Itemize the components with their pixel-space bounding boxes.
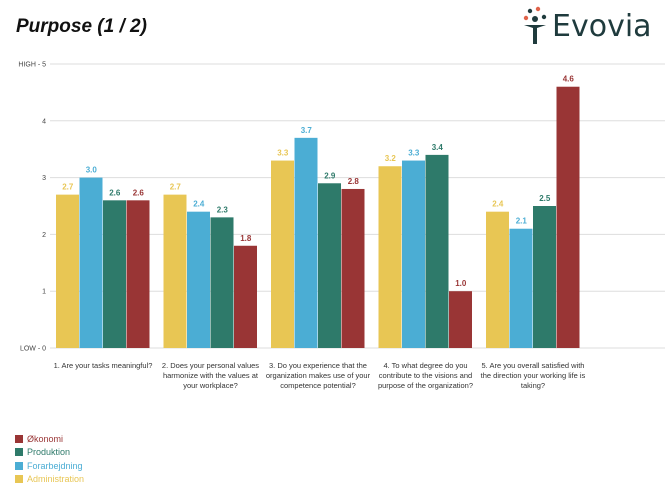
data-label: 3.3 (408, 149, 420, 158)
x-tick-label: 4. To what degree do you contribute to t… (377, 361, 474, 390)
legend-item[interactable]: Produktion (15, 446, 84, 460)
legend-item[interactable]: Økonomi (15, 432, 84, 446)
data-label: 2.9 (324, 171, 336, 180)
data-label: 3.0 (86, 166, 98, 175)
legend: Økonomi Produktion Forarbejdning Administra… (15, 432, 84, 486)
data-label: 3.2 (385, 154, 397, 163)
y-tick-label: 1 (42, 289, 46, 296)
data-label: 2.5 (539, 194, 551, 203)
bar (163, 194, 187, 348)
legend-label: Administration (27, 474, 85, 485)
data-label: 1.8 (240, 234, 252, 243)
legend-label: Forarbejdning (27, 460, 83, 471)
data-label: 2.1 (516, 217, 528, 226)
legend-label: Økonomi (27, 433, 64, 444)
bar (103, 200, 126, 348)
legend-swatch (15, 434, 23, 443)
x-tick-label: 5. Are you overall satisfied with the di… (480, 361, 586, 390)
legend-label: Produktion (27, 447, 71, 458)
bar (378, 166, 402, 348)
y-tick-label: HIGH - 5 (18, 62, 46, 69)
legend-swatch (15, 475, 23, 484)
logo: Evovia (522, 6, 652, 46)
data-label: 1.0 (455, 279, 467, 288)
x-tick-label: 1. Are your tasks meaningful? (53, 361, 153, 370)
y-tick-label: LOW - 0 (20, 346, 46, 353)
bar (449, 291, 472, 348)
bar (126, 200, 150, 348)
legend-item[interactable]: Forarbejdning (15, 459, 84, 473)
data-label: 3.7 (301, 126, 313, 135)
bar (210, 217, 234, 348)
bar (486, 211, 509, 348)
data-label: 2.8 (348, 177, 360, 186)
data-label: 2.7 (62, 183, 74, 192)
legend-swatch (15, 448, 23, 457)
bar (56, 194, 79, 348)
data-label: 2.6 (133, 188, 145, 197)
bar (556, 86, 580, 348)
y-tick-label: 2 (42, 232, 46, 239)
bar (234, 245, 257, 348)
bar (294, 137, 318, 348)
y-tick-label: 3 (42, 175, 46, 182)
data-label: 2.7 (170, 183, 182, 192)
logo-figure-icon (523, 6, 547, 44)
legend-item[interactable]: Administration (15, 473, 84, 487)
data-label: 3.4 (432, 143, 444, 152)
bar (187, 211, 210, 348)
bar (341, 188, 365, 348)
x-tick-label: 2. Does your personal values harmonize w… (161, 361, 260, 390)
bar (509, 228, 533, 348)
data-label: 3.3 (277, 149, 289, 158)
data-label: 2.4 (193, 200, 205, 209)
logo-text: Evovia (552, 8, 652, 44)
data-label: 2.6 (109, 188, 121, 197)
data-label: 2.3 (217, 205, 229, 214)
bar (79, 177, 103, 348)
bar (271, 160, 294, 348)
page-title: Purpose (1 / 2) (16, 16, 147, 37)
bar (318, 183, 341, 348)
legend-swatch (15, 461, 23, 470)
bar (425, 154, 449, 348)
data-label: 2.4 (492, 200, 504, 209)
bar (402, 160, 425, 348)
x-tick-label: 3. Do you experience that the organizati… (265, 361, 371, 390)
y-tick-label: 4 (42, 118, 46, 125)
bar (533, 206, 556, 348)
data-label: 4.6 (563, 75, 575, 84)
